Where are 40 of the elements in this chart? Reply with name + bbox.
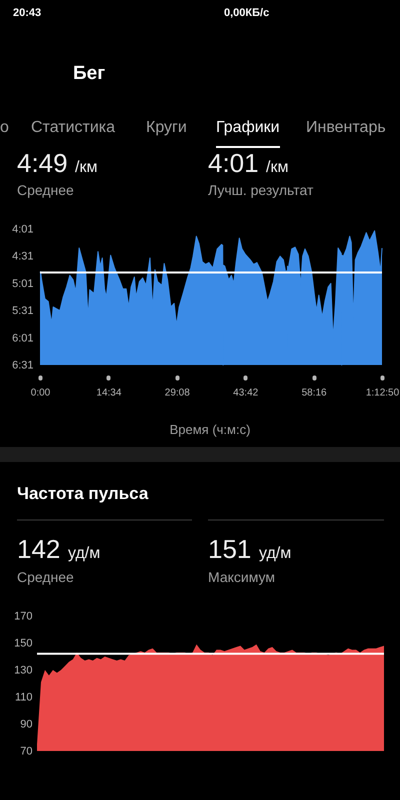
text: Лучш. результат <box>208 182 314 198</box>
y-tick-label: 150 <box>14 638 32 650</box>
text: Максимум <box>208 569 275 585</box>
text: Круги <box>146 119 187 136</box>
y-tick-label: 5:31 <box>12 305 34 318</box>
text: 20:43 <box>13 7 42 19</box>
text: 0,00КБ/с <box>224 7 270 19</box>
text: Инвентарь <box>306 119 386 136</box>
x-tick-label: 43:42 <box>233 388 259 398</box>
text: Бег <box>73 63 106 84</box>
x-tick-label: 0:00 <box>30 388 51 398</box>
y-tick-label: 130 <box>14 664 32 676</box>
text: Статистика <box>31 119 116 136</box>
y-tick-label: 170 <box>14 610 32 622</box>
y-tick-label: 70 <box>20 746 32 758</box>
text: 4:49 <box>17 148 68 178</box>
x-tick-label: 14:34 <box>96 388 122 398</box>
x-axis-title: Время (ч:м:с) <box>170 422 250 437</box>
text: Среднее <box>17 182 74 198</box>
chart-title: Частота пульса <box>17 484 149 503</box>
x-tick-label: 58:16 <box>302 388 328 398</box>
y-tick-label: 6:31 <box>12 360 34 372</box>
y-tick-label: 4:31 <box>12 250 34 263</box>
y-tick-label: 90 <box>20 718 32 730</box>
text: о <box>0 119 9 136</box>
text: 4:01 <box>208 148 259 178</box>
y-tick-label: 110 <box>14 692 32 704</box>
x-tick-label: 1:12:50 <box>366 388 400 398</box>
text: /км <box>266 159 288 176</box>
text: 142 <box>17 534 60 564</box>
y-tick-label: 5:01 <box>12 278 34 290</box>
text: Графики <box>216 119 280 136</box>
text: уд/м <box>259 545 292 562</box>
text: уд/м <box>68 545 100 562</box>
y-tick-label: 4:01 <box>12 224 34 236</box>
text: 151 <box>208 534 252 564</box>
text: /км <box>75 159 98 176</box>
y-tick-label: 6:01 <box>12 332 34 344</box>
text: Среднее <box>17 569 74 585</box>
x-tick-label: 29:08 <box>164 388 190 398</box>
